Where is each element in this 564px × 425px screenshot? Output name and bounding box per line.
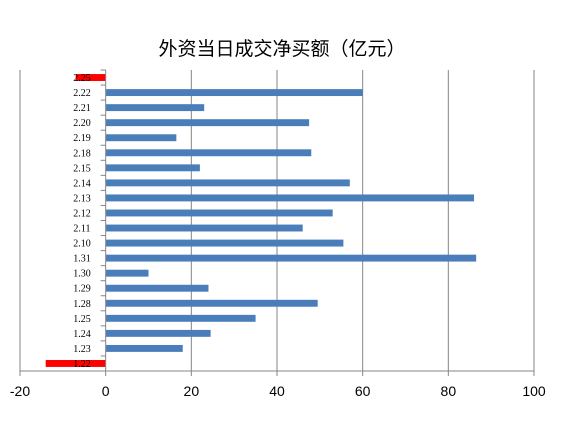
bar-2.18 (105, 149, 312, 157)
category-label: 1.23 (73, 344, 91, 355)
gridlines (19, 70, 535, 371)
category-label: 1.28 (73, 299, 91, 310)
category-label: 1.25 (73, 314, 91, 325)
category-label: 2.15 (73, 163, 91, 174)
category-label: 1.30 (73, 269, 91, 280)
category-label: 2.13 (73, 193, 91, 204)
x-tick-label: 80 (441, 383, 457, 399)
bar-2.14 (105, 179, 350, 187)
bar-1.25 (105, 314, 256, 322)
bar-2.20 (105, 119, 310, 127)
bar-1.28 (105, 299, 318, 307)
tick-labels: -20 0 20 40 60 80 100 (10, 383, 546, 399)
bar-2.11 (105, 224, 303, 232)
bar-2.10 (105, 239, 344, 247)
bar-2.22 (105, 89, 363, 97)
x-tick-label: 60 (355, 383, 371, 399)
category-label: 2.25 (73, 73, 91, 84)
bar-1.31 (105, 254, 477, 262)
category-label: 1.29 (73, 284, 91, 295)
bar-1.23 (105, 344, 183, 352)
bar-2.12 (105, 209, 333, 217)
category-label: 2.12 (73, 208, 91, 219)
category-label: 2.20 (73, 118, 91, 129)
category-label: 2.18 (73, 148, 91, 159)
category-labels: 1.22 1.23 1.24 1.25 1.28 1.29 1.30 1.31 2.10 2.11… (73, 73, 91, 370)
chart-title: 外资当日成交净买额（亿元） (158, 38, 406, 60)
bar-2.19 (105, 134, 177, 142)
bar-2.25 (75, 74, 106, 81)
bar-1.24 (105, 329, 211, 337)
category-label: 2.14 (73, 178, 91, 189)
category-label: 1.24 (73, 329, 91, 340)
axes (19, 69, 535, 376)
category-label: 2.22 (73, 88, 91, 99)
category-label: 2.11 (73, 224, 90, 235)
bar-1.22 (45, 360, 106, 367)
category-label: 2.19 (73, 133, 91, 144)
x-tick-label: 0 (102, 383, 110, 399)
category-label: 1.22 (73, 359, 91, 370)
bar-2.13 (105, 194, 475, 202)
x-tick-label: 20 (184, 383, 200, 399)
bar-2.21 (105, 104, 205, 112)
x-tick-label: 40 (269, 383, 285, 399)
x-tick-label: 100 (522, 383, 546, 399)
category-label: 1.31 (73, 254, 91, 265)
bar-2.15 (105, 164, 200, 172)
category-label: 2.21 (73, 103, 91, 114)
bars (45, 74, 477, 367)
bar-1.29 (105, 284, 209, 292)
bar-1.30 (105, 269, 149, 277)
category-label: 2.10 (73, 239, 91, 250)
x-tick-label: -20 (10, 383, 30, 399)
